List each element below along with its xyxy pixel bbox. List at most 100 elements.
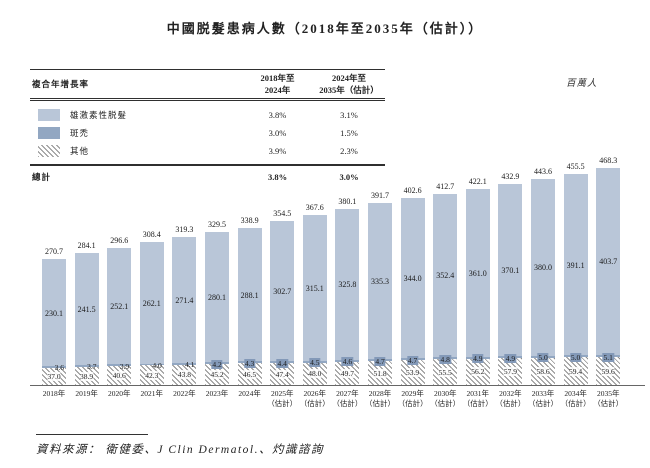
bar-areata-label: 4.4	[276, 358, 288, 368]
bar-2023年: 329.5 280.1 4.2 45.2	[205, 220, 229, 385]
bar-areata-label: 4.3	[243, 358, 256, 368]
segment-areata	[74, 365, 99, 367]
cagr-value: 1.5%	[340, 128, 358, 138]
bar-others-label: 59.4	[569, 366, 583, 376]
cagr-legend-rows: 雄激素性脱髮 3.8% 3.1% 斑禿 3.0% 1.5% 其他 3.9% 2.…	[30, 101, 385, 164]
cagr-value: 3.1%	[340, 110, 358, 120]
cagr-total-value: 3.0%	[339, 172, 359, 182]
others-hatch-swatch-icon	[38, 145, 60, 157]
source-note: 資料來源： 衛健委、J Clin Dermatol.、灼識諮詢	[36, 444, 324, 456]
bar-others-label: 43.8	[177, 370, 191, 380]
bar-total-label: 455.5	[566, 161, 585, 171]
bar-2018年: 270.7 230.1 3.6 37.0	[42, 247, 66, 385]
x-axis-label-2029年: 2029年 （估計）	[397, 389, 428, 408]
bar-total-label: 319.3	[175, 225, 194, 235]
bar-total-label: 391.7	[371, 191, 389, 201]
bar-2032年: 432.9 370.1 4.9 57.9	[498, 172, 523, 385]
x-axis-label-2034年: 2034年 （估計）	[560, 389, 591, 408]
bar-androgenetic-label: 271.4	[175, 295, 194, 305]
bar-androgenetic-label: 280.1	[208, 293, 226, 303]
bar-areata-label: 3.7	[87, 362, 97, 372]
segment-androgenetic	[74, 253, 99, 366]
bar-others-label: 51.8	[373, 368, 387, 378]
x-axis-label-2024年: 2024年	[238, 389, 261, 398]
cagr-total-value: 3.8%	[267, 172, 288, 182]
segment-androgenetic	[107, 247, 132, 365]
segment-androgenetic	[172, 237, 197, 363]
bar-total-label: 296.6	[110, 235, 129, 245]
legend-label: 斑禿	[70, 128, 90, 138]
segment-androgenetic	[205, 232, 229, 363]
chart-title: 中國脱髮患病人數（2018年至2035年（估計））	[166, 21, 484, 36]
bar-areata-label: 4.5	[309, 358, 321, 368]
bar-areata-label: 3.9	[119, 361, 130, 371]
x-axis-label-2028年: 2028年 （估計）	[365, 389, 395, 408]
bar-areata-label: 4.6	[341, 357, 354, 367]
bar-androgenetic-label: 262.1	[142, 298, 161, 308]
bar-total-label: 354.5	[273, 208, 292, 218]
bar-2028年: 391.7 335.3 4.7 51.8	[368, 191, 392, 385]
bar-androgenetic-label: 230.1	[45, 308, 63, 318]
segment-androgenetic	[139, 242, 164, 364]
bar-androgenetic-label: 302.7	[273, 286, 292, 296]
bar-total-label: 422.1	[468, 177, 487, 187]
cagr-col2-header: 2024年至 2035年（估計）	[319, 73, 379, 96]
cagr-legend-table: 複合年增長率 2018年至 2024年 2024年至 2035年（估計） 雄激素…	[30, 69, 385, 188]
bar-areata-label: 3.6	[54, 363, 64, 373]
bar-areata-label: 4.7	[406, 355, 419, 365]
bar-areata-label: 4.1	[184, 360, 195, 370]
bar-androgenetic-label: 241.5	[77, 305, 96, 315]
x-axis-label-2022年: 2022年	[173, 389, 196, 398]
source-divider	[36, 434, 148, 435]
bar-androgenetic-label: 361.0	[468, 269, 487, 279]
bar-total-label: 270.7	[45, 247, 63, 257]
x-axis-label-2027年: 2027年 （估計）	[332, 389, 363, 408]
x-axis-label-2021年: 2021年	[140, 389, 164, 398]
bar-areata-label: 5.0	[569, 352, 582, 362]
bar-total-label: 380.1	[338, 196, 357, 206]
bar-2026年: 367.6 315.1 4.5 48.0	[302, 203, 327, 385]
bar-androgenetic-label: 370.1	[501, 266, 520, 276]
legend-row-areata: 斑禿 3.0% 1.5%	[30, 124, 385, 142]
segment-androgenetic	[400, 198, 425, 358]
bar-others-label: 57.9	[503, 367, 517, 377]
bar-total-label: 402.6	[403, 186, 422, 196]
bar-androgenetic-label: 315.1	[305, 283, 324, 293]
bar-others-label: 59.6	[601, 366, 615, 376]
bar-2025年: 354.5 302.7 4.4 47.4	[270, 209, 295, 385]
x-axis-label-2031年: 2031年 （估計）	[462, 389, 493, 408]
bar-areata-label: 4.2	[211, 359, 223, 369]
bar-androgenetic-label: 325.8	[338, 280, 357, 290]
bar-others-label: 42.3	[145, 370, 159, 380]
bar-androgenetic-label: 391.1	[566, 260, 585, 270]
bar-2029年: 402.6 344.0 4.7 53.9	[400, 186, 425, 385]
segment-androgenetic	[368, 203, 392, 359]
bar-others-label: 40.6	[112, 371, 126, 381]
bar-2033年: 443.6 380.0 5.0 58.6	[531, 167, 555, 385]
plot-area: 270.7 230.1 3.6 37.0 284.1 241.5 3.7 38.9 296.6 2…	[30, 150, 645, 386]
bar-total-label: 412.7	[436, 181, 455, 191]
segment-areata	[42, 366, 66, 368]
areata-swatch-icon	[38, 127, 60, 139]
bar-2035年: 468.3 403.7 5.1 59.6	[596, 156, 621, 385]
bar-others-label: 49.7	[340, 369, 354, 378]
segment-androgenetic	[237, 227, 262, 362]
bar-others-label: 45.2	[210, 370, 224, 380]
bar-areata-label: 4.9	[504, 353, 517, 363]
segment-areata	[139, 363, 164, 366]
bar-total-label: 338.9	[240, 215, 259, 225]
legend-label: 其他	[70, 146, 90, 156]
bar-total-label: 367.6	[305, 202, 324, 212]
cagr-total-row: 總計 3.8% 3.0%	[30, 164, 385, 188]
bar-2027年: 380.1 325.8 4.6 49.7	[335, 197, 360, 385]
bar-total-label: 432.9	[501, 172, 520, 182]
cagr-table-header-row: 複合年增長率 2018年至 2024年 2024年至 2035年（估計）	[30, 69, 385, 101]
segment-androgenetic	[433, 193, 458, 358]
bar-total-label: 443.6	[534, 167, 552, 177]
unit-label: 百萬人	[566, 79, 598, 89]
x-axis-label-2030年: 2030年 （估計）	[430, 389, 461, 408]
bar-androgenetic-label: 335.3	[371, 277, 389, 287]
segment-androgenetic	[42, 259, 66, 367]
androgenetic-swatch-icon	[38, 109, 60, 121]
